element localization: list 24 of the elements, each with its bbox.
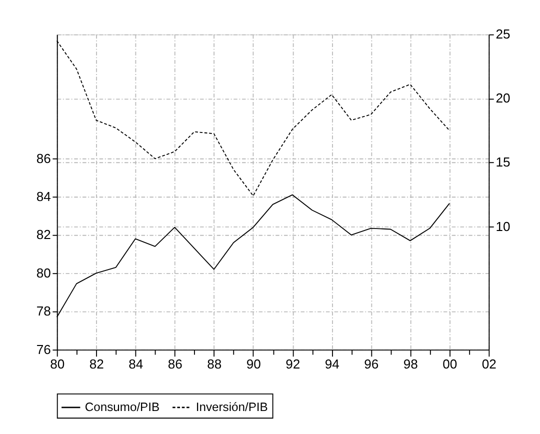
x-tick-label: 96 [364, 356, 379, 372]
legend-label: Inversión/PIB [196, 400, 268, 414]
y-tick-label: 76 [36, 342, 51, 357]
y-tick-label: 84 [36, 188, 51, 204]
x-tick-label: 94 [324, 356, 340, 372]
x-tick-label: 84 [128, 356, 144, 372]
x-tick-label: 86 [168, 356, 182, 372]
y-tick-label: 78 [36, 304, 51, 319]
x-tick-label: 80 [50, 356, 65, 372]
x-tick-label: 90 [246, 356, 261, 372]
y2-tick-label: 10 [496, 218, 510, 234]
x-tick-label: 02 [482, 356, 496, 372]
x-tick-label: 00 [442, 356, 458, 372]
x-tick-label: 98 [403, 356, 418, 372]
y2-tick-label: 25 [496, 26, 510, 42]
x-tick-label: 88 [207, 356, 222, 372]
y2-tick-label: 15 [496, 154, 510, 170]
y-tick-label: 80 [36, 265, 51, 280]
y-tick-label: 82 [36, 227, 51, 242]
legend-label: Consumo/PIB [84, 400, 160, 414]
y-tick-label: 86 [36, 150, 51, 166]
y2-tick-label: 20 [496, 90, 510, 106]
x-tick-label: 92 [286, 356, 300, 372]
x-tick-label: 82 [89, 356, 104, 372]
